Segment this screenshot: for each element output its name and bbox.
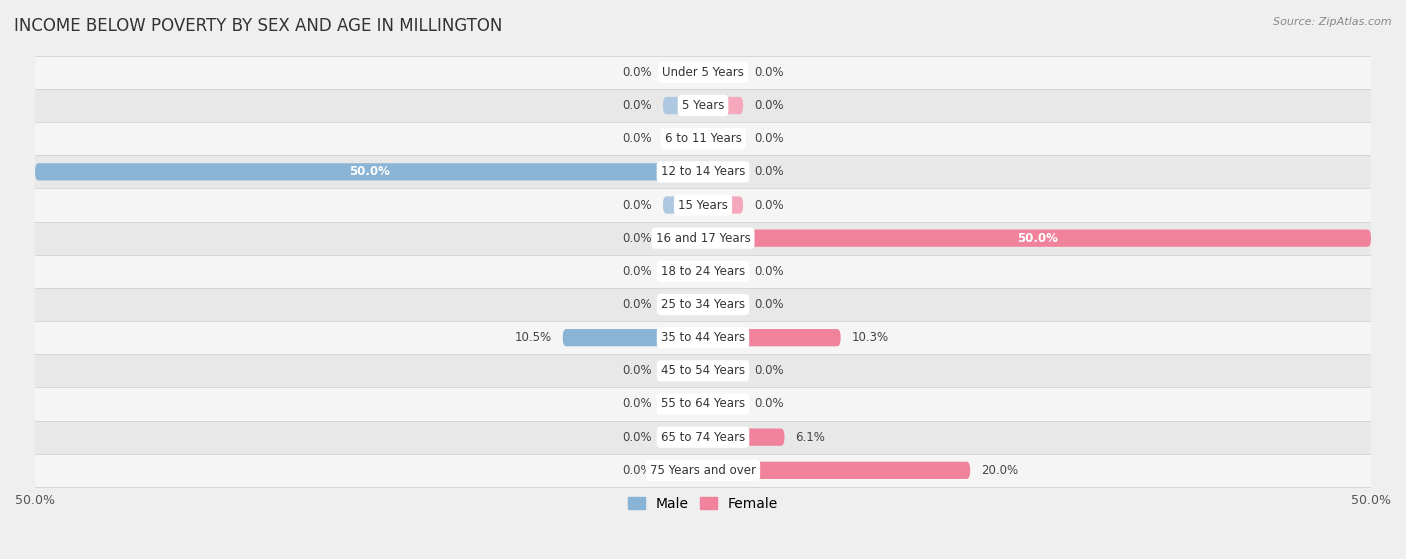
FancyBboxPatch shape: [662, 462, 703, 479]
Text: 0.0%: 0.0%: [754, 198, 783, 211]
Text: 0.0%: 0.0%: [754, 298, 783, 311]
Text: 0.0%: 0.0%: [623, 66, 652, 79]
FancyBboxPatch shape: [35, 163, 703, 181]
FancyBboxPatch shape: [703, 395, 744, 413]
FancyBboxPatch shape: [35, 255, 1371, 288]
Text: 0.0%: 0.0%: [754, 265, 783, 278]
FancyBboxPatch shape: [662, 130, 703, 148]
FancyBboxPatch shape: [562, 329, 703, 346]
FancyBboxPatch shape: [703, 462, 970, 479]
Text: 18 to 24 Years: 18 to 24 Years: [661, 265, 745, 278]
Text: INCOME BELOW POVERTY BY SEX AND AGE IN MILLINGTON: INCOME BELOW POVERTY BY SEX AND AGE IN M…: [14, 17, 502, 35]
FancyBboxPatch shape: [35, 387, 1371, 420]
Text: 65 to 74 Years: 65 to 74 Years: [661, 430, 745, 444]
Text: 0.0%: 0.0%: [754, 397, 783, 410]
FancyBboxPatch shape: [662, 296, 703, 313]
Text: 16 and 17 Years: 16 and 17 Years: [655, 231, 751, 245]
Text: 15 Years: 15 Years: [678, 198, 728, 211]
Text: 0.0%: 0.0%: [623, 132, 652, 145]
FancyBboxPatch shape: [662, 230, 703, 247]
Legend: Male, Female: Male, Female: [623, 491, 783, 517]
Text: 0.0%: 0.0%: [754, 99, 783, 112]
FancyBboxPatch shape: [662, 196, 703, 214]
FancyBboxPatch shape: [35, 321, 1371, 354]
FancyBboxPatch shape: [662, 395, 703, 413]
Text: 0.0%: 0.0%: [623, 397, 652, 410]
Text: 0.0%: 0.0%: [623, 265, 652, 278]
FancyBboxPatch shape: [35, 122, 1371, 155]
FancyBboxPatch shape: [35, 454, 1371, 487]
Text: 0.0%: 0.0%: [623, 99, 652, 112]
Text: 0.0%: 0.0%: [623, 198, 652, 211]
FancyBboxPatch shape: [35, 188, 1371, 221]
FancyBboxPatch shape: [662, 263, 703, 280]
Text: 75 Years and over: 75 Years and over: [650, 464, 756, 477]
Text: 55 to 64 Years: 55 to 64 Years: [661, 397, 745, 410]
Text: 0.0%: 0.0%: [754, 364, 783, 377]
Text: 45 to 54 Years: 45 to 54 Years: [661, 364, 745, 377]
Text: 25 to 34 Years: 25 to 34 Years: [661, 298, 745, 311]
Text: 0.0%: 0.0%: [754, 66, 783, 79]
Text: 10.5%: 10.5%: [515, 331, 553, 344]
FancyBboxPatch shape: [35, 155, 1371, 188]
FancyBboxPatch shape: [703, 97, 744, 114]
Text: 0.0%: 0.0%: [623, 364, 652, 377]
Text: 0.0%: 0.0%: [754, 132, 783, 145]
FancyBboxPatch shape: [662, 64, 703, 81]
FancyBboxPatch shape: [703, 163, 744, 181]
FancyBboxPatch shape: [703, 230, 1371, 247]
FancyBboxPatch shape: [35, 221, 1371, 255]
FancyBboxPatch shape: [35, 89, 1371, 122]
FancyBboxPatch shape: [35, 354, 1371, 387]
Text: 10.3%: 10.3%: [851, 331, 889, 344]
FancyBboxPatch shape: [662, 362, 703, 380]
Text: 20.0%: 20.0%: [981, 464, 1018, 477]
Text: 50.0%: 50.0%: [1017, 231, 1057, 245]
Text: 12 to 14 Years: 12 to 14 Years: [661, 165, 745, 178]
FancyBboxPatch shape: [703, 296, 744, 313]
Text: 35 to 44 Years: 35 to 44 Years: [661, 331, 745, 344]
Text: 0.0%: 0.0%: [623, 430, 652, 444]
FancyBboxPatch shape: [662, 97, 703, 114]
Text: Source: ZipAtlas.com: Source: ZipAtlas.com: [1274, 17, 1392, 27]
FancyBboxPatch shape: [35, 420, 1371, 454]
Text: 6.1%: 6.1%: [796, 430, 825, 444]
Text: 5 Years: 5 Years: [682, 99, 724, 112]
Text: 6 to 11 Years: 6 to 11 Years: [665, 132, 741, 145]
FancyBboxPatch shape: [35, 56, 1371, 89]
FancyBboxPatch shape: [703, 64, 744, 81]
Text: 0.0%: 0.0%: [754, 165, 783, 178]
Text: 0.0%: 0.0%: [623, 464, 652, 477]
Text: 0.0%: 0.0%: [623, 298, 652, 311]
FancyBboxPatch shape: [703, 263, 744, 280]
FancyBboxPatch shape: [703, 429, 785, 446]
FancyBboxPatch shape: [703, 196, 744, 214]
FancyBboxPatch shape: [703, 329, 841, 346]
FancyBboxPatch shape: [703, 130, 744, 148]
FancyBboxPatch shape: [662, 429, 703, 446]
Text: Under 5 Years: Under 5 Years: [662, 66, 744, 79]
Text: 0.0%: 0.0%: [623, 231, 652, 245]
FancyBboxPatch shape: [703, 362, 744, 380]
Text: 50.0%: 50.0%: [349, 165, 389, 178]
FancyBboxPatch shape: [35, 288, 1371, 321]
